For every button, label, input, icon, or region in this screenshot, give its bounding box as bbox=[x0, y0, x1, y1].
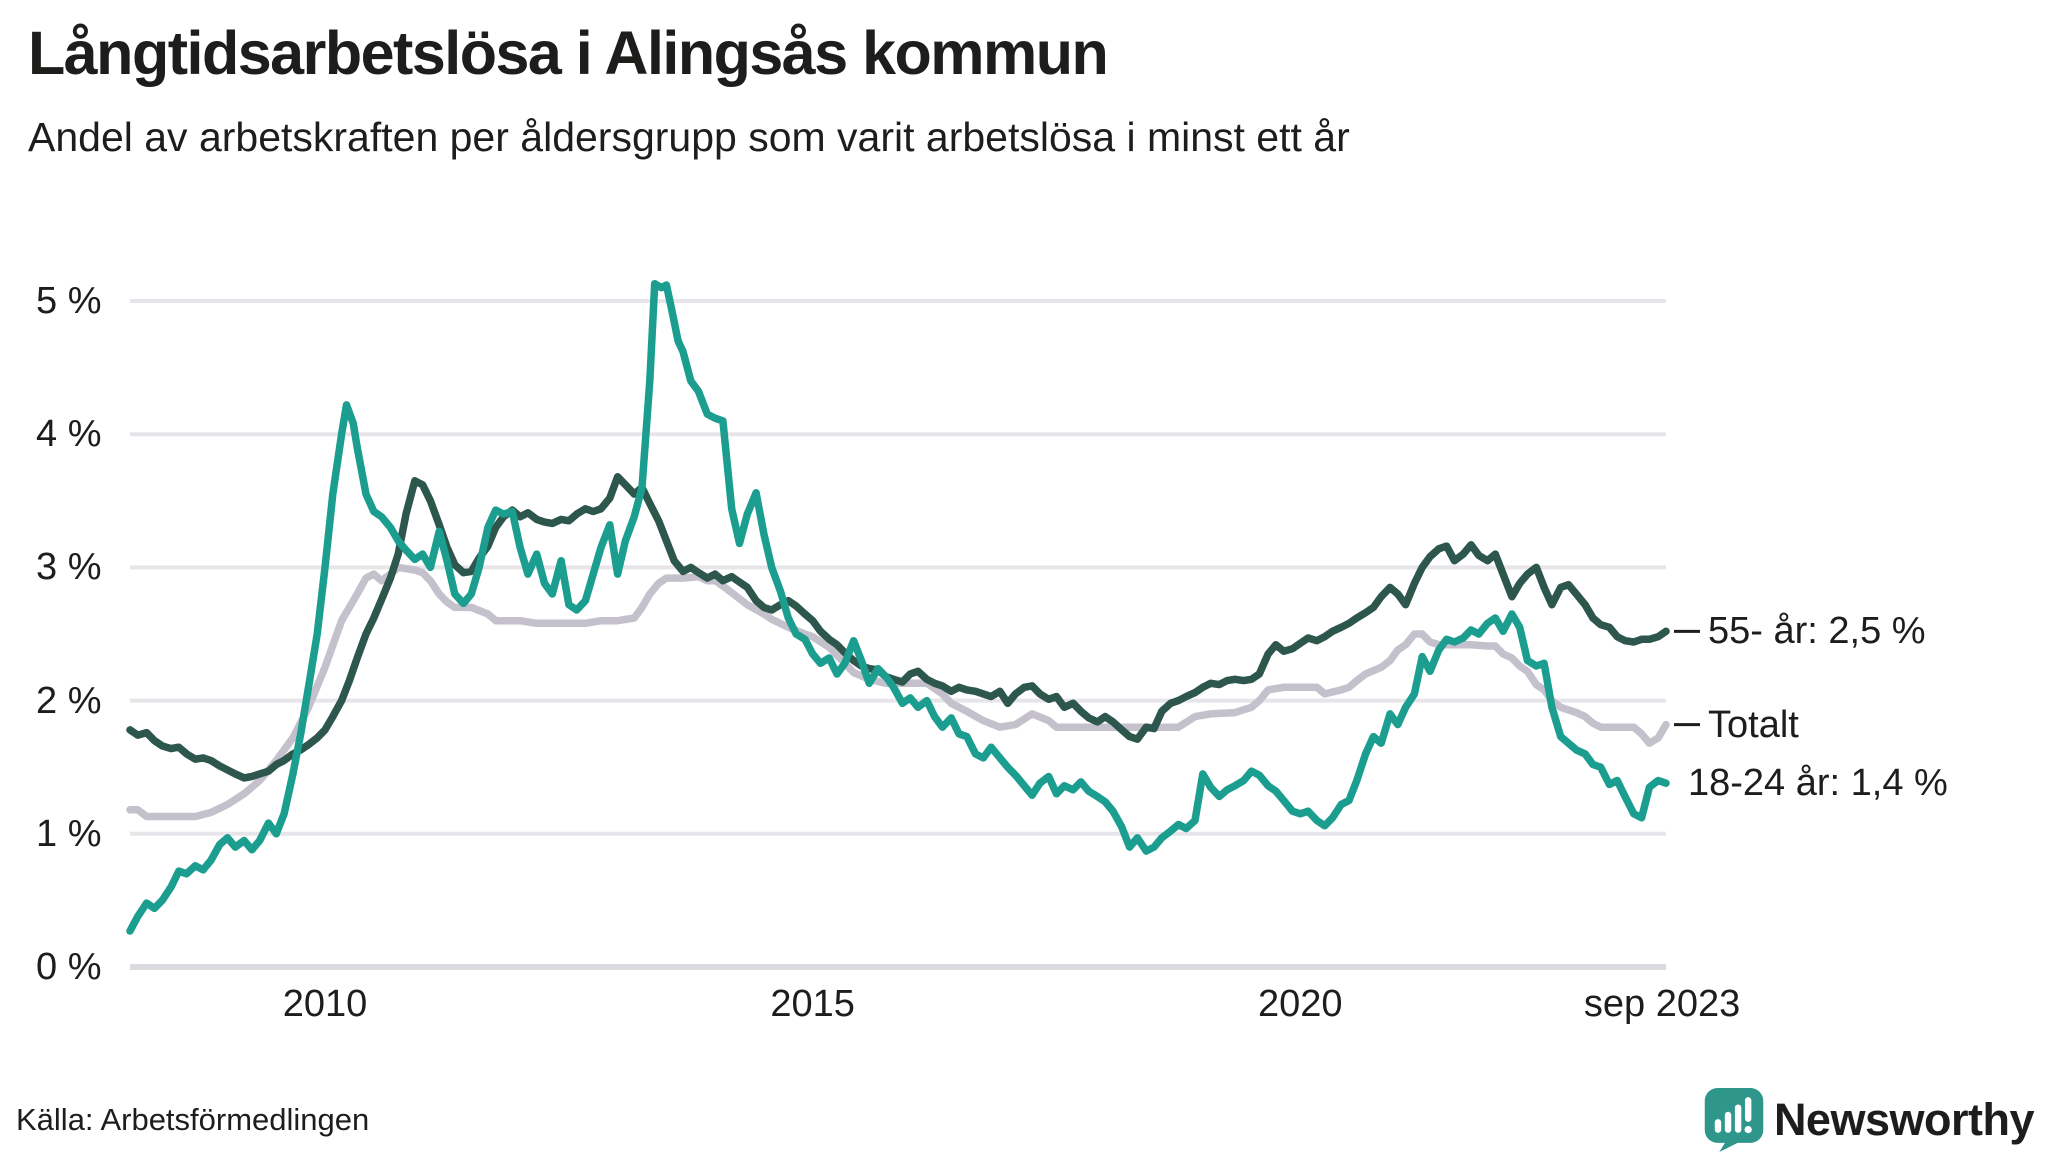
x-tick-2020: 2020 bbox=[1258, 983, 1343, 1025]
newsworthy-brand: Newsworthy bbox=[1704, 1088, 2035, 1152]
newsworthy-logo-icon bbox=[1704, 1088, 1764, 1152]
y-tick-5: 5 % bbox=[36, 280, 102, 322]
series-end-label-totalt: Totalt bbox=[1708, 703, 1799, 746]
y-tick-4: 4 % bbox=[36, 413, 102, 456]
x-tick-2015: 2015 bbox=[770, 983, 855, 1025]
y-tick-0: 0 % bbox=[36, 946, 102, 988]
y-tick-3: 3 % bbox=[36, 546, 102, 589]
x-tick-sep-2023: sep 2023 bbox=[1583, 983, 1741, 1025]
y-tick-2: 2 % bbox=[36, 679, 102, 722]
series-end-label-55: 55- år: 2,5 % bbox=[1708, 610, 1926, 653]
x-tick-2010: 2010 bbox=[282, 983, 368, 1025]
page-subtitle: Andel av arbetskraften per åldersgrupp s… bbox=[28, 114, 1350, 160]
newsworthy-brand-text: Newsworthy bbox=[1773, 1094, 2035, 1145]
series-end-label-18-24: 18-24 år: 1,4 % bbox=[1688, 762, 1948, 805]
source-note: Källa: Arbetsförmedlingen bbox=[16, 1102, 370, 1137]
page-title: Långtidsarbetslösa i Alingsås kommun bbox=[28, 19, 1109, 87]
y-tick-1: 1 % bbox=[36, 812, 102, 855]
